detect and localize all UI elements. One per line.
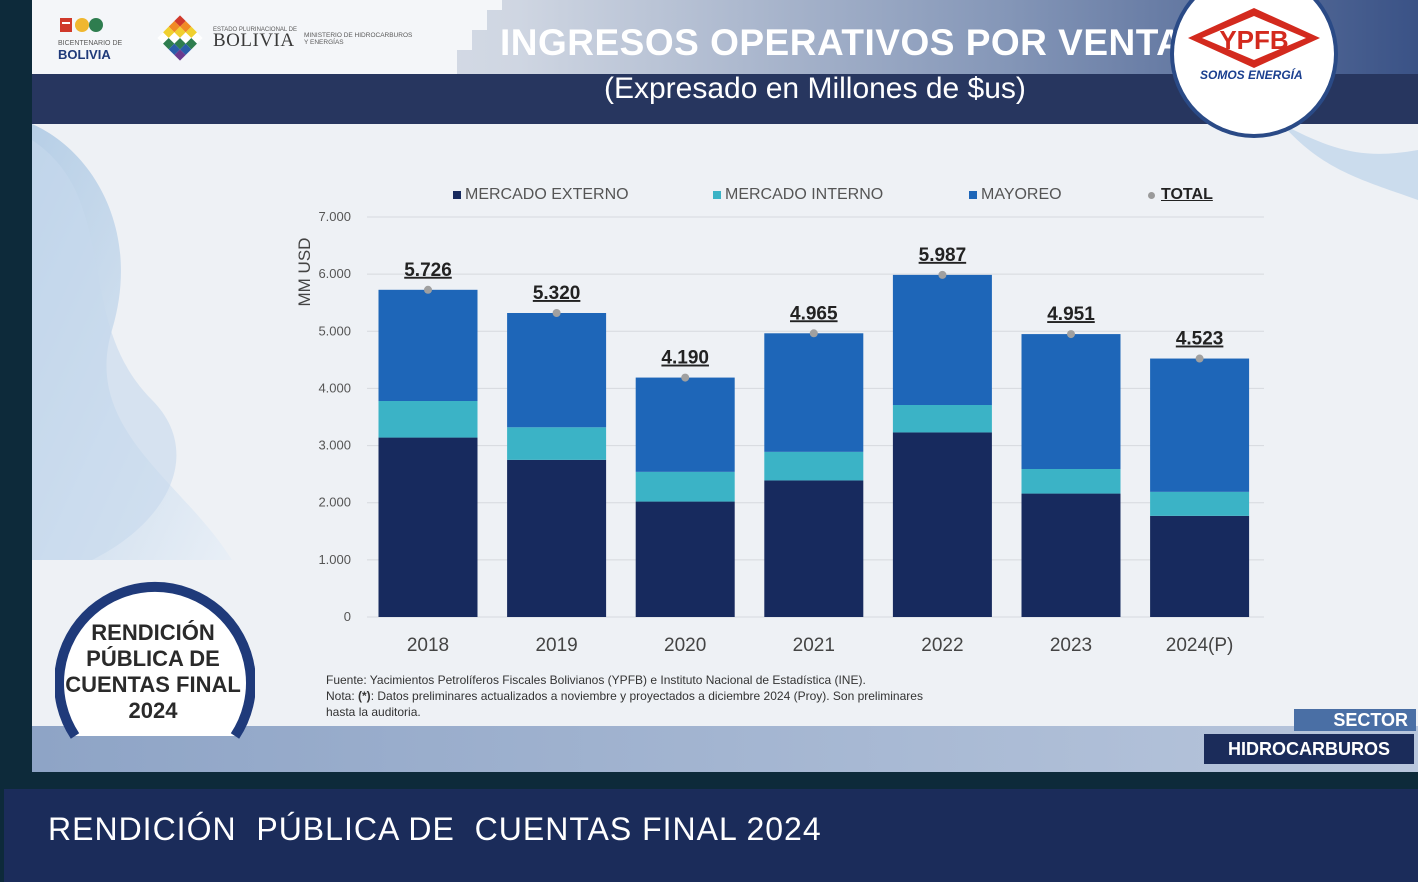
ministerio-label: MINISTERIO DE HIDROCARBUROS Y ENERGÍAS <box>304 32 413 46</box>
total-data-label: 5.987 <box>919 245 967 266</box>
bar-segment <box>1150 491 1250 516</box>
bar-segment <box>507 459 607 617</box>
bar-segment <box>1021 493 1121 617</box>
y-tick-label: 3.000 <box>318 438 351 453</box>
bar-segment <box>1021 469 1121 494</box>
footer-text: RENDICIÓN PÚBLICA DE CUENTAS FINAL 2024 <box>48 811 822 847</box>
total-data-label: 4.523 <box>1176 329 1224 350</box>
bar-segment <box>892 274 992 405</box>
legend-swatch-icon <box>969 191 977 199</box>
sector-label: SECTOR <box>1294 709 1416 731</box>
total-data-label: 4.190 <box>661 348 709 369</box>
bar-segment <box>378 401 478 438</box>
ypfb-logo-icon: YPFB <box>1170 0 1338 138</box>
bicentenario-logo-icon <box>60 18 103 32</box>
legend-dot-icon <box>1148 191 1155 199</box>
total-data-label: 5.726 <box>404 260 452 281</box>
total-point <box>424 285 432 294</box>
legend-total: TOTAL <box>1148 186 1213 204</box>
legend-swatch-icon <box>713 191 721 199</box>
legend-swatch-icon <box>453 191 461 199</box>
y-tick-label: 0 <box>344 609 351 624</box>
bar-segment <box>378 289 478 401</box>
x-tick-label: 2019 <box>535 635 577 656</box>
x-tick-label: 2020 <box>664 635 706 656</box>
sector-name: HIDROCARBUROS <box>1204 734 1414 764</box>
total-point <box>552 309 561 317</box>
legend-mercado-externo: MERCADO EXTERNO <box>453 186 629 204</box>
ypfb-word: YPFB <box>1219 25 1288 55</box>
y-tick-label: 2.000 <box>318 495 351 510</box>
stacked-bar-chart: 0 1.000 2.000 3.000 4.000 5.000 6.000 7.000 5.72… <box>318 209 1264 656</box>
bar-segment <box>764 451 864 481</box>
y-tick-label: 7.000 <box>318 209 351 224</box>
bar-segment <box>764 333 864 452</box>
total-point <box>1067 330 1075 339</box>
x-tick-label: 2024(P) <box>1166 635 1234 656</box>
bar-segment <box>635 471 735 502</box>
bar-segment <box>892 432 992 617</box>
bar-segment <box>378 437 478 617</box>
footer-bar: RENDICIÓN PÚBLICA DE CUENTAS FINAL 2024 <box>4 789 1418 882</box>
y-tick-label: 1.000 <box>318 552 351 567</box>
x-tick-label: 2022 <box>921 635 963 656</box>
y-tick-label: 5.000 <box>318 323 351 338</box>
slide: INGRESOS OPERATIVOS POR VENTA (Expresado… <box>32 0 1418 772</box>
total-point <box>1195 354 1204 363</box>
bar-segment <box>1150 358 1250 492</box>
bar-segment <box>764 480 864 617</box>
bicentenario-label: BICENTENARIO DE <box>58 40 123 47</box>
bar-segment <box>507 427 607 460</box>
ypfb-tagline: SOMOS ENERGÍA <box>1200 68 1303 82</box>
source-note: Fuente: Yacimientos Petrolíferos Fiscale… <box>326 673 923 719</box>
wiphala-emblem-icon <box>157 15 203 61</box>
ypfb-logo: YPFB <box>1166 0 1342 138</box>
total-data-label: 4.965 <box>790 303 838 324</box>
bolivia-word: BOLIVIA <box>213 30 295 51</box>
bar-segment <box>1150 515 1250 617</box>
estado-label: ESTADO PLURINACIONAL DE <box>213 27 298 33</box>
total-point <box>938 270 947 279</box>
x-tick-label: 2018 <box>407 635 449 656</box>
total-point <box>809 329 818 338</box>
rendicion-badge-icon <box>55 582 255 739</box>
x-tick-label: 2021 <box>793 635 835 656</box>
legend-mercado-interno: MERCADO INTERNO <box>713 186 883 204</box>
bar-segment <box>635 377 735 472</box>
bicentenario-word: BOLIVIA <box>58 47 111 62</box>
bar-segment <box>1021 334 1121 469</box>
page-subtitle: (Expresado en Millones de $us) <box>604 72 1026 105</box>
page-title: INGRESOS OPERATIVOS POR VENTA <box>500 22 1184 63</box>
total-point <box>681 373 690 382</box>
bar-segment <box>507 313 607 428</box>
y-tick-label: 4.000 <box>318 380 351 395</box>
bar-segment <box>892 405 992 433</box>
total-data-label: 4.951 <box>1047 304 1095 325</box>
rendicion-badge-text: RENDICIÓN PÚBLICA DE CUENTAS FINAL 2024 <box>65 620 241 723</box>
legend-mayoreo: MAYOREO <box>969 186 1062 204</box>
y-tick-label: 6.000 <box>318 266 351 281</box>
bar-segment <box>635 501 735 617</box>
total-data-label: 5.320 <box>533 283 581 304</box>
x-tick-label: 2023 <box>1050 635 1092 656</box>
